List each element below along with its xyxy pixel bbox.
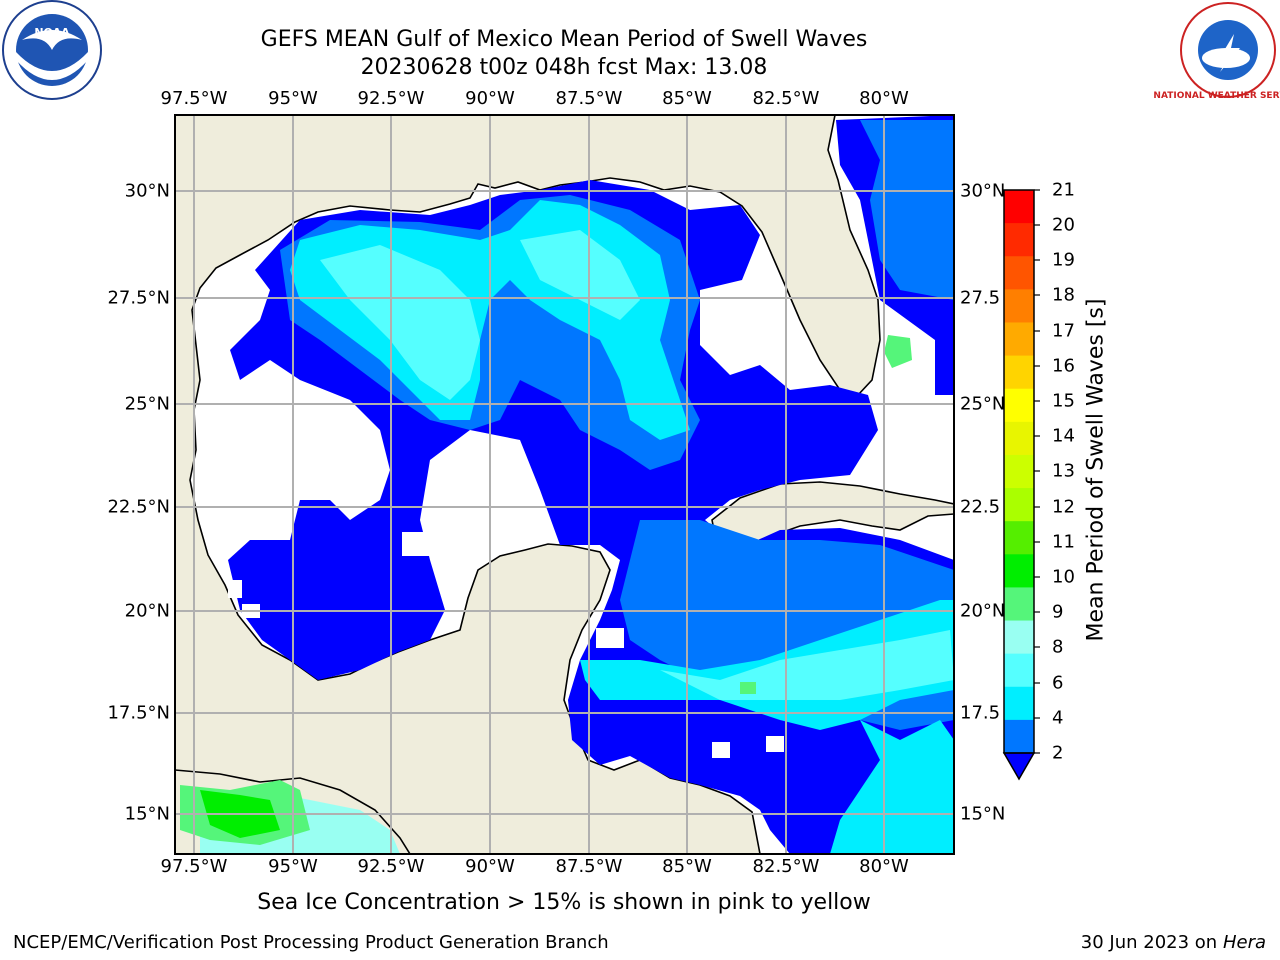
colorbar-segment <box>1004 653 1034 688</box>
footer-date: 30 Jun 2023 on Hera <box>1081 932 1266 953</box>
lat-label-left: 25°N <box>124 393 170 415</box>
footer-credit: NCEP/EMC/Verification Post Processing Pr… <box>13 932 609 953</box>
map-subtitle: 20230628 t00z 048h fcst Max: 13.08 <box>360 55 768 80</box>
lat-label-left: 17.5°N <box>107 702 170 724</box>
noaa-logo: NOAA <box>2 0 102 100</box>
lon-label-top: 87.5°W <box>555 88 623 109</box>
colorbar-segment <box>1004 256 1034 290</box>
lat-label-right: 20°N <box>960 600 1006 622</box>
lon-label-top: 90°W <box>465 88 515 109</box>
lon-label-bottom: 90°W <box>465 856 515 877</box>
lon-label-bottom: 97.5°W <box>160 856 228 877</box>
lon-label-top: 85°W <box>662 88 712 109</box>
colorbar-label: Mean Period of Swell Waves [s] <box>1083 298 1109 642</box>
svg-text:NATIONAL WEATHER SERVICE: NATIONAL WEATHER SERVICE <box>1153 91 1280 101</box>
colorbar-segment <box>1004 488 1034 522</box>
lat-label-right: 27.5 <box>960 287 1001 309</box>
lon-label-top: 95°W <box>268 88 318 109</box>
colorbar-tick-label: 20 <box>1052 214 1075 236</box>
lat-label-left: 20°N <box>124 600 170 622</box>
colorbar-segment <box>1004 322 1034 357</box>
lon-label-top: 80°W <box>859 88 909 109</box>
colorbar-segment <box>1004 521 1034 555</box>
colorbar-tick-label: 9 <box>1052 601 1064 623</box>
lon-label-bottom: 92.5°W <box>357 856 425 877</box>
colorbar-segment <box>1004 587 1034 622</box>
colorbar-tick-label: 12 <box>1052 496 1075 518</box>
lon-label-bottom: 87.5°W <box>555 856 623 877</box>
colorbar-segment <box>1004 620 1034 655</box>
map-frame <box>174 114 955 855</box>
lon-label-bottom: 95°W <box>268 856 318 877</box>
colorbar-segment <box>1004 719 1034 754</box>
colorbar-tick-label: 14 <box>1052 425 1075 447</box>
footer-machine: Hera <box>1222 932 1266 953</box>
colorbar-tick-label: 8 <box>1052 636 1064 658</box>
lat-label-left: 15°N <box>124 803 170 825</box>
lat-label-left: 30°N <box>124 180 170 202</box>
sea-ice-note: Sea Ice Concentration > 15% is shown in … <box>257 890 871 915</box>
colorbar-segment <box>1004 388 1034 423</box>
colorbar-tick-label: 2 <box>1052 742 1064 764</box>
colorbar-segment <box>1004 223 1034 257</box>
lat-label-left: 22.5°N <box>107 496 170 518</box>
lat-label-right: 25°N <box>960 393 1006 415</box>
national-weather-service-logo: NATIONAL WEATHER SERVICE <box>1153 2 1280 101</box>
colorbar-tick-label: 16 <box>1052 355 1075 377</box>
map-area <box>175 115 954 854</box>
colorbar-segment <box>1004 686 1034 721</box>
lon-label-bottom: 85°W <box>662 856 712 877</box>
colorbar-segment <box>1004 454 1034 489</box>
lat-label-right: 22.5 <box>960 496 1001 518</box>
colorbar-tick-label: 13 <box>1052 460 1075 482</box>
lat-label-right: 15°N <box>960 803 1006 825</box>
colorbar-tick-label: 18 <box>1052 284 1075 306</box>
svg-text:NOAA: NOAA <box>34 26 70 39</box>
map-title: GEFS MEAN Gulf of Mexico Mean Period of … <box>260 27 868 52</box>
colorbar-segment <box>1004 190 1034 224</box>
colorbar-tick-label: 19 <box>1052 249 1075 271</box>
colorbar-tick-label: 21 <box>1052 179 1075 201</box>
colorbar-segment <box>1004 421 1034 456</box>
lat-label-left: 27.5°N <box>107 287 170 309</box>
colorbar <box>1002 189 1040 781</box>
lon-label-bottom: 80°W <box>859 856 909 877</box>
colorbar-extend-arrow <box>1002 752 1036 781</box>
colorbar-tick-label: 10 <box>1052 566 1075 588</box>
footer-date-text: 30 Jun 2023 on <box>1080 932 1218 953</box>
colorbar-tick-label: 15 <box>1052 390 1075 412</box>
lon-label-top: 92.5°W <box>357 88 425 109</box>
lon-label-top: 97.5°W <box>160 88 228 109</box>
lon-label-top: 82.5°W <box>752 88 820 109</box>
lat-label-right: 17.5 <box>960 702 1001 724</box>
lat-label-right: 30°N <box>960 180 1006 202</box>
colorbar-tick-label: 17 <box>1052 320 1075 342</box>
colorbar-tick-label: 4 <box>1052 707 1064 729</box>
lon-label-bottom: 82.5°W <box>752 856 820 877</box>
colorbar-tick-label: 11 <box>1052 531 1075 553</box>
coast-islands <box>228 530 784 758</box>
colorbar-segment <box>1004 554 1034 588</box>
colorbar-tick-label: 6 <box>1052 672 1064 694</box>
colorbar-segment <box>1004 289 1034 323</box>
graticule <box>175 115 954 854</box>
colorbar-segment <box>1004 355 1034 390</box>
